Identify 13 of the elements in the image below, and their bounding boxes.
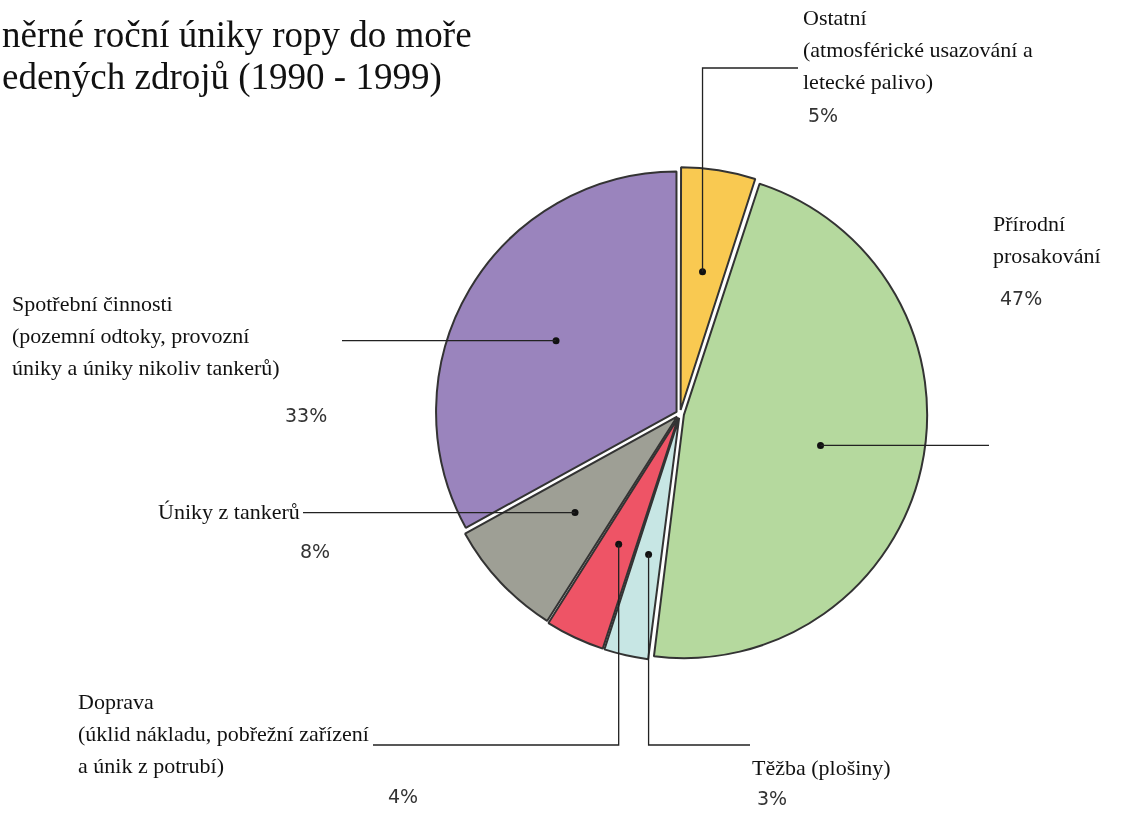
slice-label: Doprava (úklid nákladu, pobřežní zařízení a únik z potrubí)	[78, 688, 369, 780]
data-label: 5%	[808, 104, 839, 126]
slice-label: Spotřební činnosti (pozemní odtoky, provozní úniky a úniky nikoliv tankerů)	[12, 290, 280, 382]
data-label: 4%	[388, 785, 419, 807]
slice-label: Úniky z tankerů	[158, 498, 300, 526]
data-label: 3%	[757, 787, 788, 809]
slice-label: Těžba (plošiny)	[752, 754, 891, 782]
slice-label: Ostatní (atmosférické usazování a letecké palivo)	[803, 4, 1033, 96]
text: něrné roční úniky ropy do moře edených zdrojů (1990 - 1999)	[2, 14, 472, 98]
data-label: 33%	[285, 404, 328, 426]
data-label: 8%	[300, 540, 331, 562]
slice-label: Přírodní prosakování	[993, 210, 1101, 270]
data-label: 47%	[1000, 287, 1043, 309]
